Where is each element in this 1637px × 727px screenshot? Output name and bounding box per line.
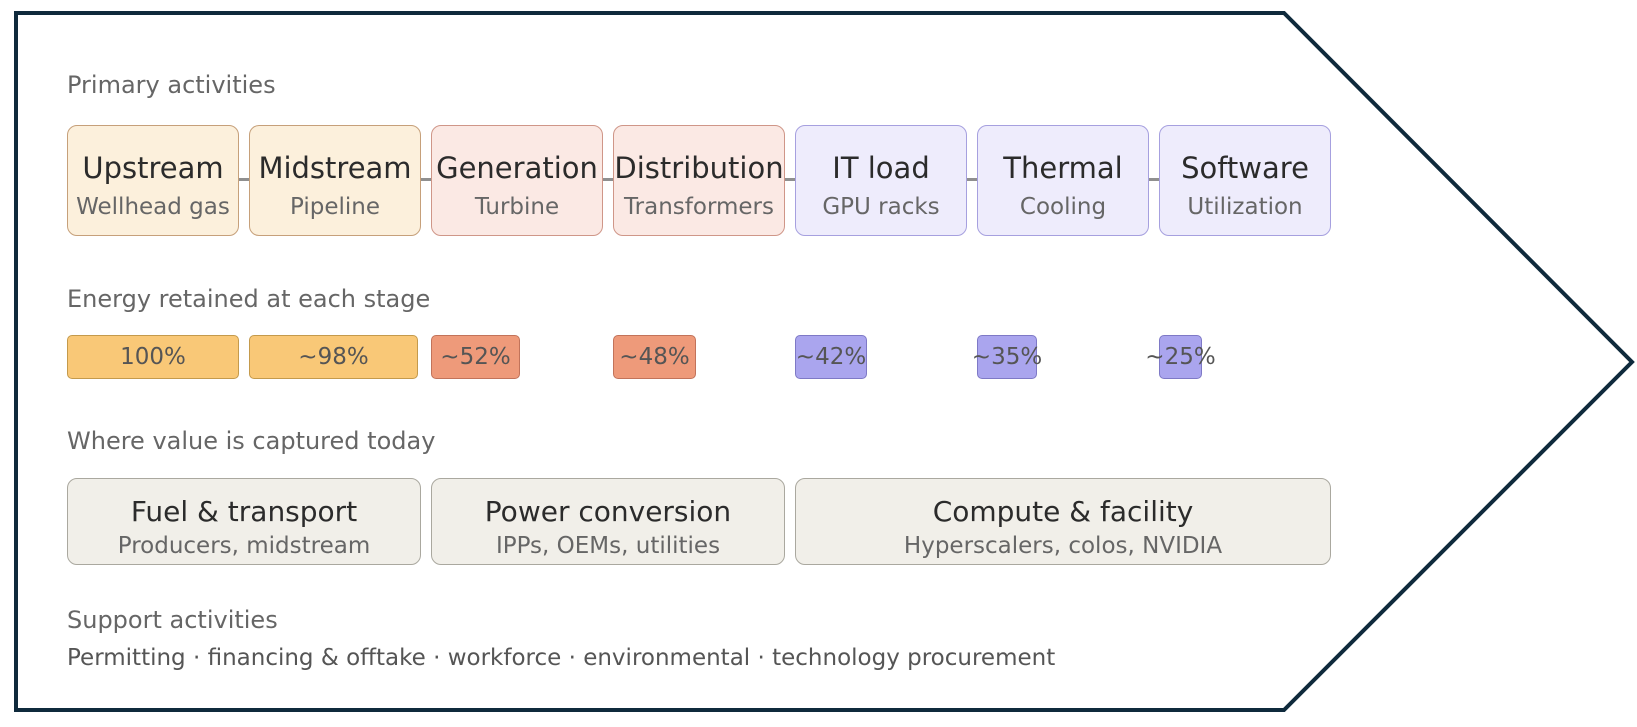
stage-thermal: Thermal Cooling	[977, 125, 1149, 236]
capture-title: Fuel & transport	[130, 495, 358, 528]
connector-2	[420, 178, 432, 181]
capture-subtitle: Producers, midstream	[117, 533, 371, 559]
energy-percent-label: 100%	[120, 344, 186, 370]
stage-name: IT load	[832, 151, 930, 185]
capture-subtitle: Hyperscalers, colos, NVIDIA	[903, 533, 1223, 559]
capture-compute-facility: Compute & facility Hyperscalers, colos, …	[795, 478, 1331, 565]
stage-subtitle: Utilization	[1187, 194, 1303, 220]
capture-subtitle: IPPs, OEMs, utilities	[495, 533, 721, 559]
energy-percent-label: ~48%	[619, 344, 690, 370]
energy-bar-thermal: ~35%	[972, 335, 1042, 379]
capture-title: Power conversion	[484, 495, 732, 528]
primary-activities-label: Primary activities	[67, 71, 276, 99]
connector-1	[238, 178, 250, 181]
stage-generation: Generation Turbine	[431, 125, 603, 236]
energy-percent-label: ~25%	[1145, 344, 1216, 370]
energy-bar-midstream: ~98%	[249, 335, 418, 379]
capture-fuel-transport: Fuel & transport Producers, midstream	[67, 478, 421, 565]
energy-percent-label: ~42%	[795, 344, 867, 370]
connector-5	[966, 178, 978, 181]
energy-percent-label: ~35%	[971, 344, 1043, 370]
stage-name: Generation	[436, 151, 598, 185]
stage-name: Midstream	[258, 151, 412, 185]
energy-bar-upstream: 100%	[67, 335, 239, 379]
connector-4	[784, 178, 796, 181]
stage-subtitle: Turbine	[474, 194, 560, 220]
energy-percent-label: ~52%	[440, 344, 511, 370]
stage-upstream: Upstream Wellhead gas	[67, 125, 239, 236]
energy-percent-label: ~98%	[298, 344, 369, 370]
stage-distribution: Distribution Transformers	[613, 125, 785, 236]
stage-name: Software	[1181, 151, 1309, 185]
stage-subtitle: Pipeline	[289, 194, 380, 220]
stage-midstream: Midstream Pipeline	[249, 125, 421, 236]
connector-6	[1148, 178, 1160, 181]
stage-it-load: IT load GPU racks	[795, 125, 967, 236]
stage-subtitle: Transformers	[624, 194, 774, 220]
capture-power-conversion: Power conversion IPPs, OEMs, utilities	[431, 478, 785, 565]
stage-subtitle: Cooling	[1019, 194, 1107, 220]
stage-name: Thermal	[1003, 151, 1123, 185]
energy-retained-label: Energy retained at each stage	[67, 285, 431, 313]
capture-title: Compute & facility	[932, 495, 1194, 528]
energy-bar-distribution: ~48%	[613, 335, 696, 379]
stage-subtitle: Wellhead gas	[76, 194, 230, 220]
energy-bar-it-load: ~42%	[795, 335, 867, 379]
value-capture-label: Where value is captured today	[67, 427, 436, 455]
stage-name: Upstream	[82, 151, 224, 185]
energy-bar-generation: ~52%	[431, 335, 520, 379]
stage-name: Distribution	[614, 151, 784, 185]
energy-bar-software: ~25%	[1145, 335, 1216, 379]
stage-subtitle: GPU racks	[822, 194, 940, 220]
support-activities-list: Permitting · financing & offtake · workf…	[67, 645, 1056, 671]
stage-software: Software Utilization	[1159, 125, 1331, 236]
support-activities-label: Support activities	[67, 606, 278, 634]
connector-3	[602, 178, 614, 181]
